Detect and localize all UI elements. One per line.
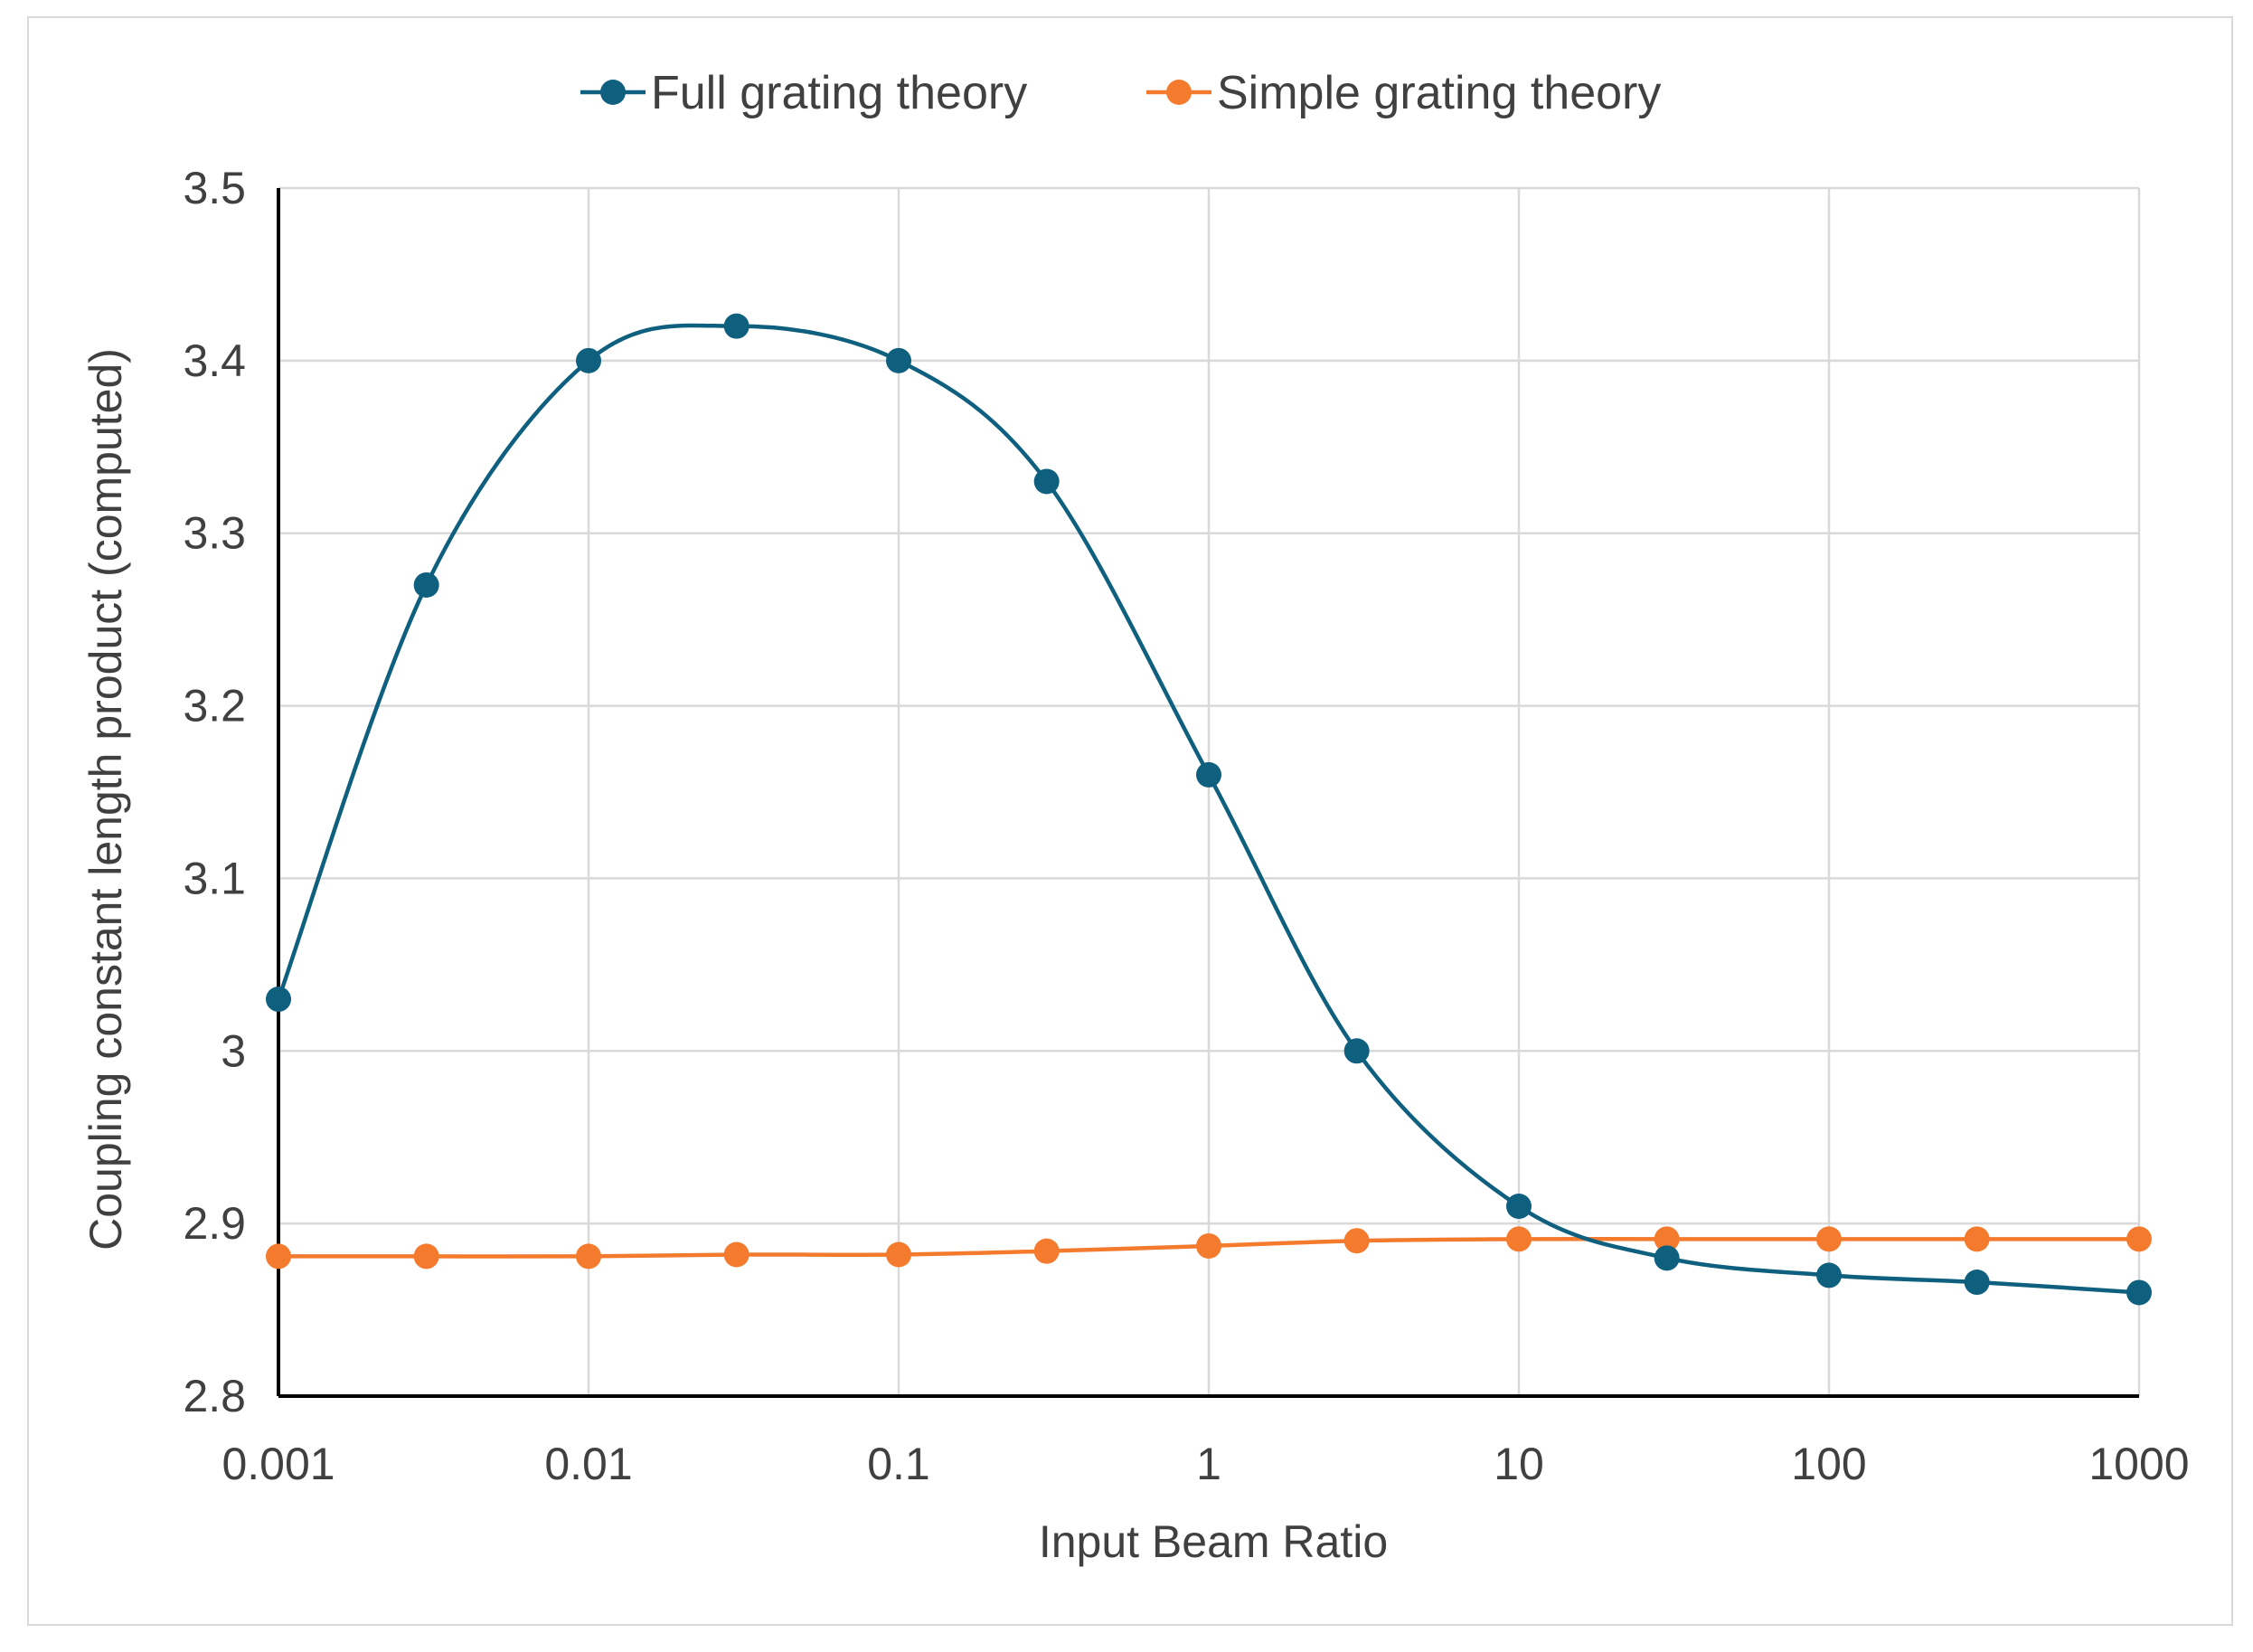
data-point bbox=[1964, 1226, 1990, 1252]
data-point bbox=[1506, 1226, 1532, 1252]
data-point bbox=[886, 1241, 911, 1268]
data-point bbox=[266, 1243, 291, 1270]
data-point bbox=[266, 986, 291, 1013]
y-tick-label: 3 bbox=[221, 1025, 246, 1076]
y-tick-label: 3.3 bbox=[183, 508, 246, 559]
data-point bbox=[2126, 1226, 2152, 1252]
data-point bbox=[413, 571, 439, 598]
data-point bbox=[1506, 1194, 1532, 1220]
data-point bbox=[1196, 761, 1221, 788]
data-point bbox=[1816, 1262, 1842, 1289]
data-point bbox=[576, 347, 601, 373]
data-point bbox=[1654, 1226, 1680, 1252]
data-point bbox=[1196, 1232, 1221, 1259]
data-point bbox=[1816, 1226, 1842, 1252]
y-tick-label: 2.9 bbox=[183, 1198, 246, 1249]
data-point bbox=[1033, 468, 1060, 495]
gridlines bbox=[278, 186, 2141, 1396]
y-axis-label: Coupling constant length product (comput… bbox=[80, 348, 131, 1251]
legend: Full grating theory Simple grating theory bbox=[580, 67, 1661, 119]
series-points bbox=[266, 313, 2152, 1306]
legend-marker bbox=[600, 80, 626, 105]
legend-label: Full grating theory bbox=[651, 67, 1027, 119]
y-tick-label: 3.1 bbox=[183, 853, 246, 903]
legend-label: Simple grating theory bbox=[1217, 67, 1661, 119]
data-point bbox=[1964, 1270, 1990, 1296]
x-tick-label: 0.1 bbox=[867, 1439, 930, 1489]
x-tick-label: 1 bbox=[1196, 1439, 1221, 1489]
data-point bbox=[1343, 1038, 1370, 1064]
tick-labels: 2.8 2.9 3 3.1 3.2 3.3 3.4 3.5 0.001 0.01 0.1 1 10 100… bbox=[183, 163, 2189, 1489]
x-tick-label: 0.001 bbox=[222, 1439, 335, 1489]
line-chart: 2.8 2.9 3 3.1 3.2 3.3 3.4 3.5 0.001 0.01 0.1 1 10 100… bbox=[80, 67, 2190, 1567]
chart-frame: 2.8 2.9 3 3.1 3.2 3.3 3.4 3.5 0.001 0.01 0.1 1 10 100… bbox=[27, 16, 2233, 1626]
data-point bbox=[1654, 1245, 1680, 1271]
data-point bbox=[1033, 1238, 1060, 1264]
y-tick-label: 3.2 bbox=[183, 681, 246, 732]
axes bbox=[277, 188, 2139, 1398]
x-tick-label: 10 bbox=[1494, 1439, 1544, 1489]
data-point bbox=[413, 1243, 439, 1270]
data-point bbox=[723, 313, 749, 339]
y-tick-label: 3.4 bbox=[183, 335, 246, 386]
y-tick-label: 3.5 bbox=[183, 163, 246, 213]
x-tick-label: 1000 bbox=[2088, 1439, 2189, 1489]
series-line-0 bbox=[276, 323, 2140, 1295]
data-point bbox=[886, 347, 911, 373]
data-point bbox=[1343, 1228, 1370, 1254]
legend-marker bbox=[1166, 80, 1192, 105]
data-point bbox=[576, 1243, 601, 1270]
data-point bbox=[2126, 1279, 2152, 1306]
data-point bbox=[723, 1241, 749, 1268]
x-axis-label: Input Beam Ratio bbox=[1039, 1516, 1388, 1567]
x-tick-label: 100 bbox=[1791, 1439, 1866, 1489]
x-tick-label: 0.01 bbox=[544, 1439, 632, 1489]
y-tick-label: 2.8 bbox=[183, 1371, 246, 1421]
